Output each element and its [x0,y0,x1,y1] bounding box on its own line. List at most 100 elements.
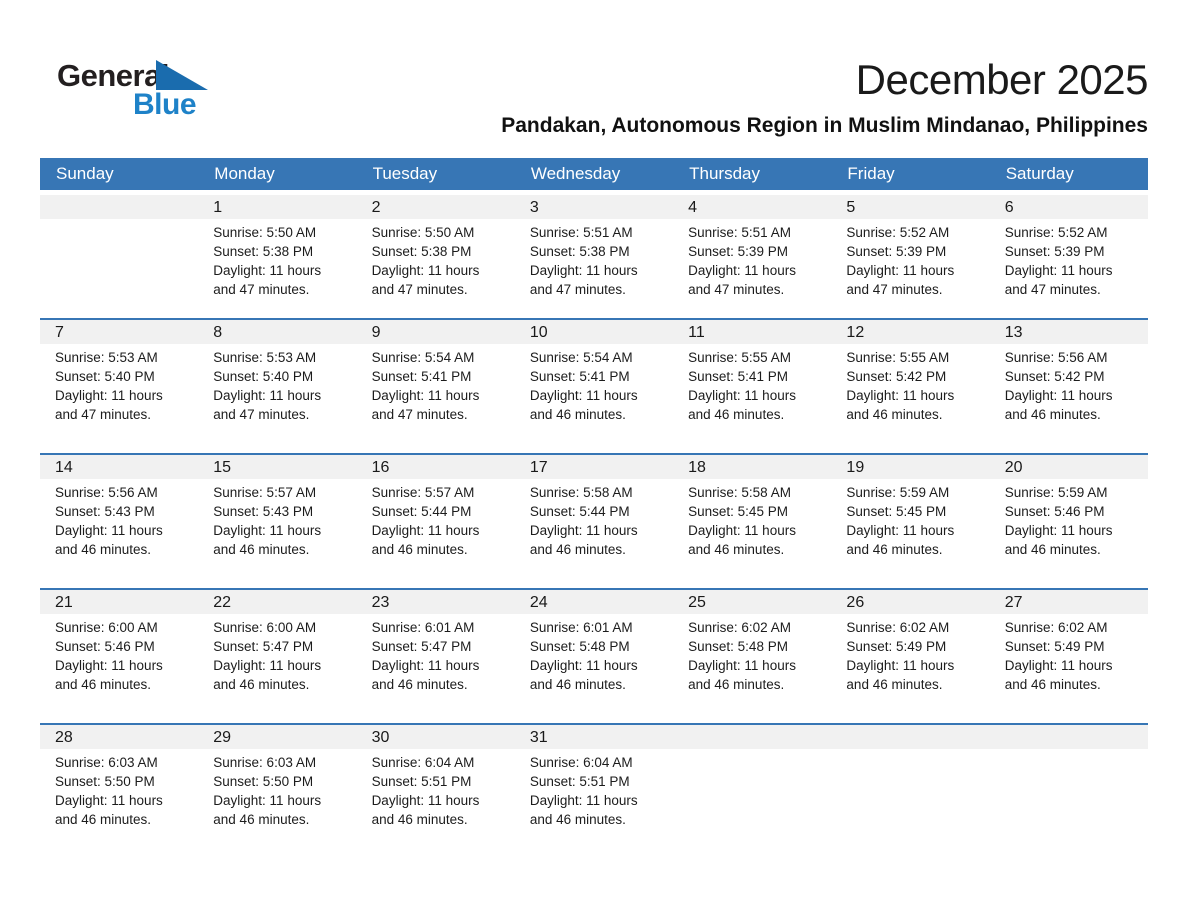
day-detail-line: Sunrise: 6:04 AM [371,755,475,770]
day-detail-line: and 47 minutes. [213,282,310,297]
weekday-label-thursday: Thursday [689,164,761,183]
day-detail-line: and 47 minutes. [529,282,626,297]
day-detail-line: Sunset: 5:41 PM [371,369,472,384]
day-cell: 11 Sunrise: 5:55 AM Sunset: 5:41 PM Dayligh… [673,320,832,453]
day-cell: 20 Sunrise: 5:59 AM Sunset: 5:46 PM Dayligh… [989,455,1148,588]
day-cell: 26 Sunrise: 6:02 AM Sunset: 5:49 PM Dayligh… [831,590,990,723]
day-detail-line: and 46 minutes. [213,542,310,557]
day-cell: 29 Sunrise: 6:03 AM Sunset: 5:50 PM Dayligh… [198,725,357,858]
weekday-header-row: Sunday Monday Tuesday Wednesday Thursday… [40,158,1148,190]
day-number: 8 [198,320,357,344]
day-details: Sunrise: 5:59 AM Sunset: 5:46 PM Daylight:… [990,479,1148,559]
day-detail-line: Sunset: 5:49 PM [846,639,947,654]
day-number: 19 [831,455,990,479]
day-detail-line: Daylight: 11 hours [213,658,322,673]
day-details: Sunrise: 6:01 AM Sunset: 5:48 PM Daylight:… [515,614,673,694]
day-number: 15 [198,455,357,479]
day-number: 4 [673,195,832,219]
day-detail-line: Sunset: 5:43 PM [213,504,314,519]
day-cell: 12 Sunrise: 5:55 AM Sunset: 5:42 PM Dayligh… [831,320,990,453]
day-detail-line: Sunset: 5:41 PM [529,369,630,384]
day-detail-line: Daylight: 11 hours [213,523,322,538]
day-detail-line: Sunset: 5:50 PM [55,774,155,789]
day-number: 30 [356,725,515,749]
day-cell: 31 Sunrise: 6:04 AM Sunset: 5:51 PM Dayligh… [514,725,674,858]
day-details [673,749,831,753]
day-detail-line: Sunset: 5:49 PM [1004,639,1105,654]
day-detail-line: Sunset: 5:46 PM [1004,504,1105,519]
day-details [40,219,198,223]
day-detail-line: and 47 minutes. [55,407,152,422]
logo-text-blue: Blue [133,88,197,121]
day-detail-line: Sunset: 5:45 PM [688,504,788,519]
day-detail-line: Daylight: 11 hours [1004,263,1113,278]
day-detail-line: Sunrise: 6:03 AM [213,755,317,770]
day-detail-line: Daylight: 11 hours [213,793,322,808]
day-cell: 9 Sunrise: 5:54 AM Sunset: 5:41 PM Daylight… [356,320,515,453]
day-details [990,749,1148,753]
day-cell: 25 Sunrise: 6:02 AM Sunset: 5:48 PM Dayligh… [673,590,832,723]
day-number: 2 [356,195,515,219]
day-detail-line: Sunrise: 5:51 AM [688,225,791,240]
day-cell: 10 Sunrise: 5:54 AM Sunset: 5:41 PM Dayligh… [514,320,674,453]
day-detail-line: Daylight: 11 hours [688,523,796,538]
day-detail-line: Sunrise: 5:54 AM [529,350,633,365]
day-details: Sunrise: 5:58 AM Sunset: 5:44 PM Daylight:… [515,479,673,559]
calendar-weeks: 1 Sunrise: 5:50 AM Sunset: 5:38 PM Daylight… [40,190,1148,858]
day-cell: 4 Sunrise: 5:51 AM Sunset: 5:39 PM Daylight… [673,195,832,318]
day-detail-line: Daylight: 11 hours [529,523,638,538]
day-detail-line: Sunrise: 5:50 AM [371,225,475,240]
day-detail-line: Sunrise: 5:58 AM [688,485,791,500]
day-number: 6 [989,195,1148,219]
day-detail-line: and 46 minutes. [371,812,468,827]
day-detail-line: Sunset: 5:43 PM [55,504,155,519]
day-number: 29 [198,725,357,749]
day-number: 31 [514,725,674,749]
day-cell: 23 Sunrise: 6:01 AM Sunset: 5:47 PM Dayligh… [356,590,515,723]
day-detail-line: and 46 minutes. [688,407,785,422]
day-detail-line: and 47 minutes. [371,407,468,422]
general-blue-logo[interactable]: General Blue [57,58,227,130]
weekday-label-saturday: Saturday [1005,164,1074,183]
week-row: 28 Sunrise: 6:03 AM Sunset: 5:50 PM Dayligh… [40,723,1148,858]
day-details [831,749,989,753]
day-detail-line: Sunset: 5:42 PM [1004,369,1105,384]
day-detail-line: Sunset: 5:40 PM [213,369,314,384]
day-detail-line: and 46 minutes. [1004,407,1101,422]
day-detail-line: and 46 minutes. [846,407,943,422]
day-details: Sunrise: 5:54 AM Sunset: 5:41 PM Daylight:… [515,344,673,424]
day-details: Sunrise: 5:58 AM Sunset: 5:45 PM Daylight:… [673,479,831,559]
day-details: Sunrise: 5:55 AM Sunset: 5:41 PM Daylight:… [673,344,831,424]
day-cell: 19 Sunrise: 5:59 AM Sunset: 5:45 PM Dayligh… [831,455,990,588]
weekday-label-sunday: Sunday [56,164,114,183]
day-detail-line: Sunset: 5:47 PM [371,639,472,654]
day-detail-line: Sunset: 5:48 PM [688,639,788,654]
day-number [831,725,990,749]
day-detail-line: Daylight: 11 hours [213,263,322,278]
day-detail-line: Daylight: 11 hours [688,658,796,673]
day-detail-line: and 46 minutes. [371,542,468,557]
day-detail-line: and 46 minutes. [688,677,785,692]
day-cell: 30 Sunrise: 6:04 AM Sunset: 5:51 PM Dayligh… [356,725,515,858]
day-detail-line: Sunset: 5:48 PM [529,639,630,654]
day-number: 22 [198,590,357,614]
day-detail-line: Daylight: 11 hours [846,388,955,403]
day-detail-line: Sunrise: 5:57 AM [371,485,475,500]
day-detail-line: and 46 minutes. [213,812,310,827]
day-details: Sunrise: 6:02 AM Sunset: 5:49 PM Daylight:… [831,614,989,694]
location-subtitle: Pandakan, Autonomous Region in Muslim Mi… [501,114,1148,137]
day-detail-line: and 46 minutes. [846,677,943,692]
day-detail-line: Sunrise: 6:01 AM [529,620,633,635]
day-number: 3 [514,195,674,219]
day-detail-line: Daylight: 11 hours [846,263,955,278]
week-row: 14 Sunrise: 5:56 AM Sunset: 5:43 PM Dayligh… [40,453,1148,588]
day-details: Sunrise: 5:56 AM Sunset: 5:42 PM Daylight:… [990,344,1148,424]
day-details: Sunrise: 5:50 AM Sunset: 5:38 PM Daylight:… [198,219,356,299]
day-detail-line: Daylight: 11 hours [213,388,322,403]
day-detail-line: and 47 minutes. [688,282,785,297]
day-detail-line: Daylight: 11 hours [371,793,480,808]
day-details: Sunrise: 5:54 AM Sunset: 5:41 PM Daylight:… [357,344,515,424]
day-details: Sunrise: 5:59 AM Sunset: 5:45 PM Daylight:… [831,479,989,559]
day-detail-line: Daylight: 11 hours [688,263,796,278]
day-details: Sunrise: 6:03 AM Sunset: 5:50 PM Daylight:… [40,749,198,829]
